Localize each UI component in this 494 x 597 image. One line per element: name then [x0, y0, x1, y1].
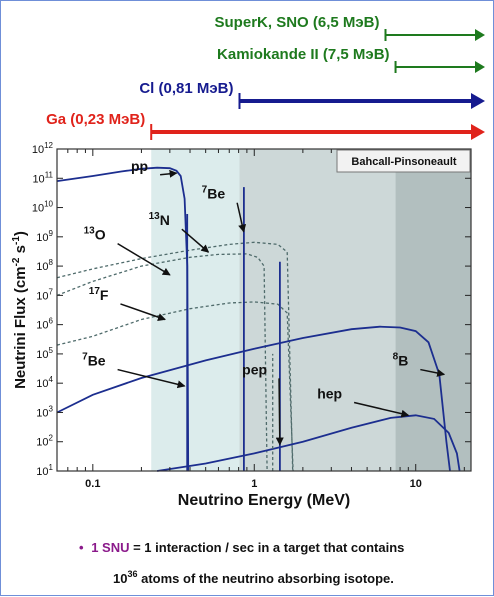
threshold-arrowhead-2: [475, 61, 485, 73]
label-13n-3: 13N: [149, 211, 170, 228]
footnote-definition: = 1 interaction / sec in a target that c…: [129, 540, 405, 555]
y-tick-label-10: 1010: [32, 200, 54, 215]
shaded-region-1: [151, 149, 240, 471]
arrow-hep-9: [353, 401, 410, 418]
y-tick-label-12: 1012: [32, 141, 54, 156]
threshold-label-2: Kamiokande II (7,5 МэВ): [217, 46, 390, 63]
arrow-7be-2: [236, 202, 247, 233]
y-tick-label-1: 101: [36, 463, 53, 478]
arrow-17f-5: [120, 303, 166, 321]
label-hep-9: hep: [317, 385, 342, 401]
y-axis-label: Neutrini Flux (cm-2 s-1): [11, 231, 29, 389]
y-tick-label-4: 104: [36, 375, 53, 390]
y-tick-label-6: 106: [36, 317, 53, 332]
threshold-arrowhead-4: [471, 124, 485, 140]
y-tick-label-2: 102: [36, 434, 53, 449]
x-tick-label-10: 10: [410, 478, 422, 490]
plot-frame: [56, 148, 472, 472]
model-label-box: [336, 149, 471, 173]
y-tick-label-8: 108: [36, 258, 53, 273]
label-17f-5: 17F: [89, 286, 109, 303]
curve-pp-1: [56, 166, 190, 472]
y-tick-label-9: 109: [36, 229, 53, 244]
footnote-line-2: 1036 atoms of the neutrino absorbing iso…: [79, 561, 479, 592]
shaded-region-3: [395, 149, 471, 471]
curve-17f-4: [56, 301, 294, 472]
threshold-label-1: SuperK, SNO (6,5 МэВ): [215, 14, 380, 31]
snu-footnote: • 1 SNU = 1 interaction / sec in a targe…: [79, 535, 479, 592]
x-tick-label-0-1: 0.1: [85, 478, 100, 490]
label-7be-2: 7Be: [202, 185, 226, 202]
x-tick-label-1: 1: [251, 478, 257, 490]
arrow-13n-3: [181, 228, 210, 253]
x-axis-label: Neutrino Energy (MeV): [178, 492, 350, 509]
arrow-pp-1: [160, 169, 178, 178]
label-pep-7: pep: [242, 361, 267, 377]
arrow-13o-4: [117, 243, 171, 276]
footnote-rest: atoms of the neutrino absorbing isotope.: [137, 571, 394, 586]
y-tick-label-7: 107: [36, 287, 53, 302]
y-tick-label-3: 103: [36, 404, 53, 419]
label-7be-6: 7Be: [82, 352, 106, 369]
curve-13n-2: [56, 253, 268, 472]
model-label: Bahcall-Pinsoneault: [351, 156, 456, 168]
arrow-pep-7: [275, 378, 284, 446]
threshold-arrowhead-3: [471, 93, 485, 109]
threshold-arrowhead-1: [475, 29, 485, 41]
y-tick-label-11: 1011: [32, 170, 53, 185]
threshold-label-4: Ga (0,23 МэВ): [46, 111, 145, 128]
footnote-exponent: 36: [127, 569, 138, 579]
shaded-region-2: [239, 149, 396, 471]
arrow-7be-6: [117, 368, 186, 389]
threshold-label-3: Cl (0,81 МэВ): [139, 80, 233, 97]
footnote-term: 1 SNU: [91, 540, 130, 555]
footnote-bullet: •: [79, 540, 84, 555]
curve-15o-3: [56, 241, 294, 472]
label-pp-1: pp: [131, 158, 148, 174]
curve-8b-5: [56, 325, 451, 472]
curve-hep-6: [156, 414, 461, 472]
footnote-base: 10: [113, 571, 128, 586]
y-tick-label-5: 105: [36, 346, 53, 361]
label-13o-4: 13O: [84, 226, 106, 243]
arrow-8b-8: [420, 368, 446, 377]
label-8b-8: 8B: [393, 352, 409, 369]
